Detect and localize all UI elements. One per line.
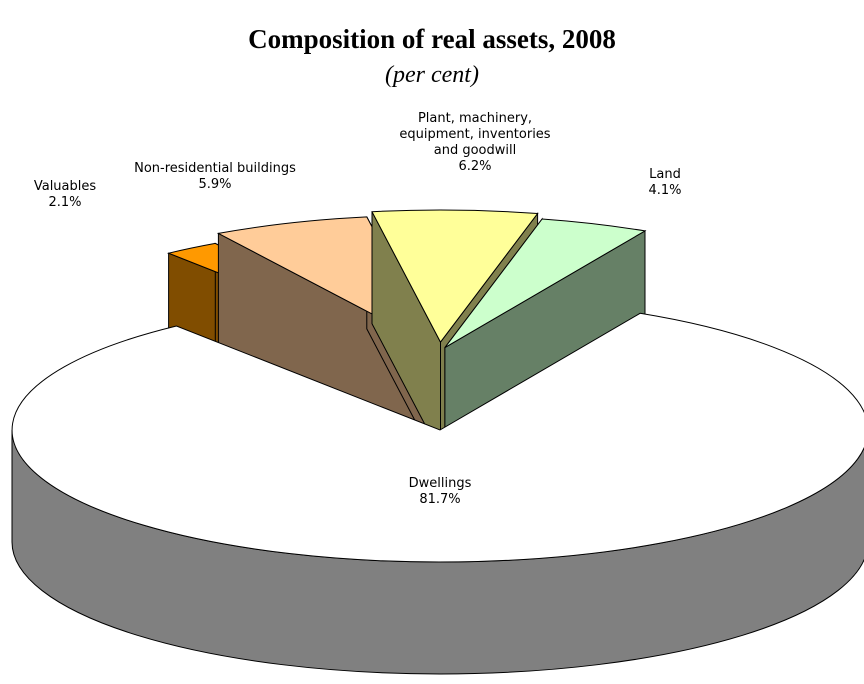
value-label: 6.2% (458, 159, 491, 174)
value-label: 4.1% (648, 183, 681, 198)
slice-top (11, 312, 864, 563)
chart-subtitle: (per cent) (385, 62, 479, 88)
slice-top (444, 218, 647, 349)
category-label: Valuables (34, 179, 97, 194)
slice (11, 312, 864, 675)
category-label: Land (649, 167, 681, 182)
category-label: Plant, machinery, equipment, inventories a… (399, 111, 550, 158)
value-label: 81.7% (419, 492, 460, 507)
value-label: 5.9% (198, 177, 231, 192)
category-label: Dwellings (409, 476, 472, 491)
value-label: 2.1% (48, 195, 81, 210)
slice-top (371, 209, 539, 344)
chart-title: Composition of real assets, 2008 (248, 24, 616, 54)
category-label: Non-residential buildings (134, 161, 296, 176)
